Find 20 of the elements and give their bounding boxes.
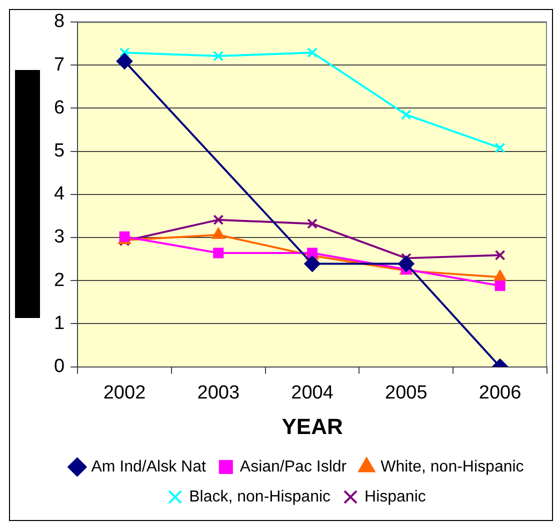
y-tick-label: 2 (54, 270, 65, 291)
y-tick-label: 5 (54, 140, 65, 162)
y-tick-label: 4 (54, 184, 65, 205)
y-tick-label: 0 (54, 356, 65, 378)
x-tick-label: 2006 (478, 382, 522, 404)
x-tick-label: 2004 (291, 382, 334, 404)
y-tick-label: 6 (54, 97, 65, 118)
y-tick-label: 1 (54, 312, 65, 334)
x-axis-title: YEAR (282, 414, 343, 439)
x-tick-label: 2002 (103, 382, 146, 404)
x-tick-label: 2005 (385, 382, 428, 404)
y-tick-label: 8 (54, 11, 65, 32)
legend-label: Black, non-Hispanic (189, 488, 331, 506)
y-tick-label: 7 (54, 54, 65, 76)
x-tick-label: 2003 (197, 382, 240, 404)
legend-label: Hispanic (364, 488, 426, 506)
y-tick-label: 3 (54, 226, 65, 248)
legend-label: Asian/Pac Isldr (240, 458, 348, 476)
legend-label: White, non-Hispanic (380, 458, 524, 476)
legend-label: Am Ind/Alsk Nat (91, 458, 206, 476)
